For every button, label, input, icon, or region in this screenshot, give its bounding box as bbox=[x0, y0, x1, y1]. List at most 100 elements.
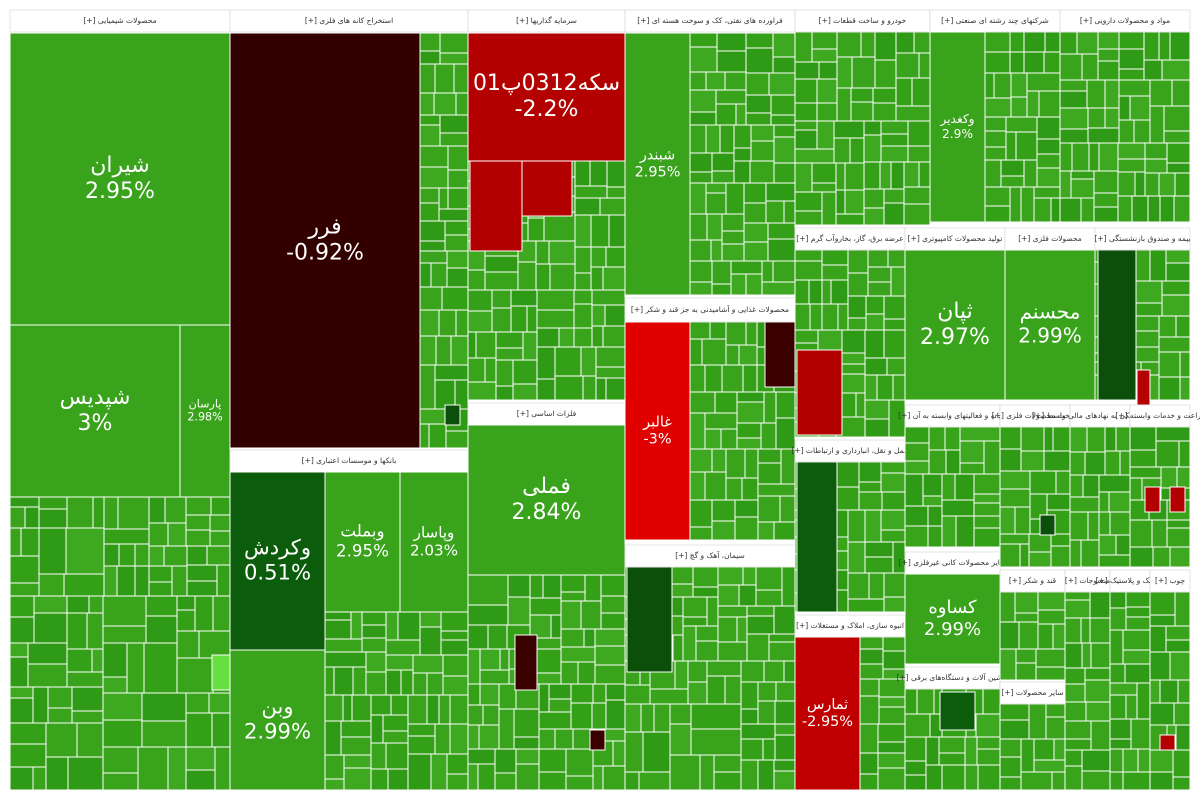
stock-tile bbox=[944, 426, 961, 451]
stock-tile bbox=[878, 706, 906, 725]
stock-tile bbox=[186, 545, 208, 566]
stock-tile bbox=[755, 589, 783, 607]
stock-tile bbox=[849, 137, 865, 164]
stock-tile bbox=[1033, 738, 1055, 761]
stock-tile bbox=[440, 630, 469, 641]
stock-tile bbox=[883, 318, 906, 331]
stock-tile bbox=[999, 738, 1022, 758]
stock-tile bbox=[536, 648, 562, 674]
stock-tile bbox=[439, 132, 469, 147]
stock-tile bbox=[176, 630, 200, 659]
stock-tile bbox=[1028, 551, 1052, 568]
stock-tile bbox=[38, 508, 68, 529]
stock-tile bbox=[455, 92, 469, 116]
tile-label: وبن bbox=[261, 693, 293, 718]
stock-tile bbox=[1059, 197, 1082, 223]
sector-header: خودرو و ساخت قطعات [+] bbox=[819, 16, 907, 25]
stock-tile bbox=[592, 765, 604, 791]
stock-tile bbox=[713, 754, 742, 773]
tile-change: -2.95% bbox=[802, 714, 853, 730]
stock-tile bbox=[713, 771, 742, 791]
stock-tile bbox=[1175, 315, 1191, 338]
sector: فلزات اساسی [+] bbox=[467, 402, 626, 791]
stock-tile bbox=[560, 661, 579, 685]
sector: تولید محصولات کامپیوتری [+] bbox=[904, 227, 1006, 251]
stock-tile bbox=[883, 596, 906, 613]
stock-tile bbox=[1014, 591, 1039, 614]
stock-tile bbox=[419, 423, 430, 449]
stock-tile bbox=[794, 78, 818, 104]
stock-tile bbox=[709, 321, 727, 340]
stock-tile bbox=[1174, 172, 1191, 197]
stock-tile bbox=[513, 708, 540, 738]
stock-tile bbox=[717, 605, 748, 618]
stock-tile bbox=[1104, 426, 1117, 452]
stock-tile bbox=[1093, 206, 1119, 223]
stock-tile bbox=[794, 61, 820, 80]
stock-tile bbox=[600, 574, 626, 597]
stock-tile bbox=[711, 283, 732, 296]
sector-header: ساخت محصولات فلزی [+] bbox=[992, 411, 1079, 420]
stock-tile bbox=[941, 473, 956, 501]
stock-tile bbox=[1089, 617, 1111, 644]
stock-tile bbox=[361, 611, 387, 626]
stock-tile bbox=[705, 124, 721, 154]
stock-tile bbox=[1005, 131, 1017, 161]
stock-tile bbox=[872, 102, 897, 122]
stock-tile bbox=[1015, 662, 1037, 681]
stock-tile bbox=[1131, 195, 1149, 223]
tile-label: فرر bbox=[307, 214, 341, 239]
stock-tile bbox=[102, 595, 147, 627]
stock-tile bbox=[9, 506, 26, 529]
stock-tile bbox=[730, 260, 763, 275]
stock-tile bbox=[999, 648, 1017, 681]
stock-tile bbox=[689, 412, 706, 450]
stock-tile bbox=[1093, 192, 1119, 208]
stock-tile bbox=[1009, 51, 1025, 74]
stock-tile bbox=[507, 574, 531, 598]
stock-tile bbox=[736, 401, 765, 424]
stock-tile bbox=[877, 723, 906, 743]
stock-tile bbox=[1028, 703, 1047, 740]
stock-tile bbox=[1069, 451, 1086, 476]
stock-tile bbox=[1109, 607, 1127, 631]
stock-tile bbox=[794, 260, 823, 281]
stock-tile bbox=[830, 279, 849, 305]
tile-change: -2.2% bbox=[515, 97, 579, 122]
stock-tile bbox=[904, 736, 927, 762]
stock-tile: شبندر 2.95% bbox=[624, 32, 691, 296]
stock-tile bbox=[717, 641, 748, 662]
stock-tile bbox=[484, 357, 497, 383]
tile-label: وپاسار bbox=[413, 523, 455, 542]
stock-tile bbox=[20, 527, 40, 557]
stock-tile bbox=[733, 160, 751, 184]
stock-tile bbox=[939, 691, 976, 731]
tile-label: شیران bbox=[90, 153, 149, 178]
stock-tile bbox=[439, 32, 469, 54]
stock-tile bbox=[1144, 142, 1168, 160]
stock-tile bbox=[1069, 511, 1089, 541]
stock-tile bbox=[999, 426, 1022, 450]
stock-tile bbox=[565, 748, 594, 777]
stock-tile bbox=[911, 77, 931, 107]
stock-tile bbox=[907, 120, 931, 147]
stock-tile bbox=[163, 545, 188, 567]
stock-tile bbox=[605, 377, 626, 401]
stock-tile bbox=[770, 94, 796, 116]
tile-change: 2.99% bbox=[244, 719, 311, 744]
stock-tile bbox=[1035, 648, 1066, 668]
stock-tile bbox=[1000, 175, 1025, 188]
stock-tile bbox=[536, 378, 556, 401]
stock-tile bbox=[1081, 642, 1092, 669]
stock-tile bbox=[904, 442, 930, 462]
stock-tile bbox=[573, 303, 593, 329]
tile-box bbox=[179, 324, 231, 498]
stock-tile bbox=[574, 185, 608, 199]
stock-tile bbox=[733, 124, 752, 149]
stock-tile bbox=[859, 663, 884, 680]
stock-tile bbox=[194, 595, 214, 632]
stock-tile bbox=[704, 471, 727, 501]
stock-tile bbox=[1149, 702, 1175, 726]
